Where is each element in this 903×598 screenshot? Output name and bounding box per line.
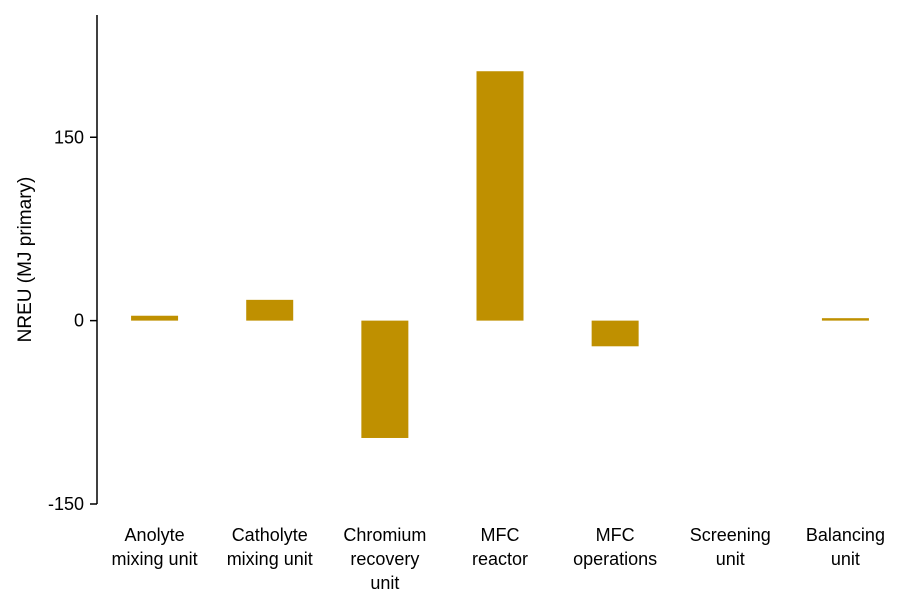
x-category-label-line: unit — [370, 573, 399, 593]
x-axis-labels: Anolyte mixing unit Catholyte mixing unit Ch… — [112, 525, 885, 593]
x-category-label: Screening unit — [690, 525, 771, 569]
x-category-label-line: unit — [831, 549, 860, 569]
x-category-label-line: Anolyte — [125, 525, 185, 545]
bar-6 — [821, 318, 869, 321]
x-category-label-line: Balancing — [806, 525, 885, 545]
x-category-label-line: Catholyte — [232, 525, 308, 545]
x-category-label-line: MFC — [481, 525, 520, 545]
bar-3 — [476, 71, 524, 321]
x-category-label-line: Screening — [690, 525, 771, 545]
x-category-label-line: reactor — [472, 549, 528, 569]
x-category-label-line: mixing unit — [112, 549, 198, 569]
bar-0 — [131, 315, 179, 321]
bar-4 — [591, 320, 639, 347]
x-category-label: Anolyte mixing unit — [112, 525, 198, 569]
x-category-label-line: mixing unit — [227, 549, 313, 569]
x-category-label-line: recovery — [350, 549, 419, 569]
y-axis: -150 0 150 — [48, 15, 98, 514]
x-category-label: MFC operations — [573, 525, 657, 569]
y-tick-label: 150 — [54, 127, 84, 147]
x-category-label-line: Chromium — [343, 525, 426, 545]
bars — [131, 71, 869, 438]
x-category-label: Catholyte mixing unit — [227, 525, 313, 569]
x-category-label-line: MFC — [596, 525, 635, 545]
y-tick-label: -150 — [48, 494, 84, 514]
x-category-label-line: unit — [716, 549, 745, 569]
x-category-label: Chromium recovery unit — [343, 525, 426, 593]
bar-1 — [246, 299, 294, 321]
x-category-label: MFC reactor — [472, 525, 528, 569]
y-tick-label: 0 — [74, 311, 84, 331]
y-axis-title: NREU (MJ primary) — [15, 177, 36, 343]
x-category-label: Balancing unit — [806, 525, 885, 569]
bar-2 — [361, 320, 409, 438]
x-category-label-line: operations — [573, 549, 657, 569]
